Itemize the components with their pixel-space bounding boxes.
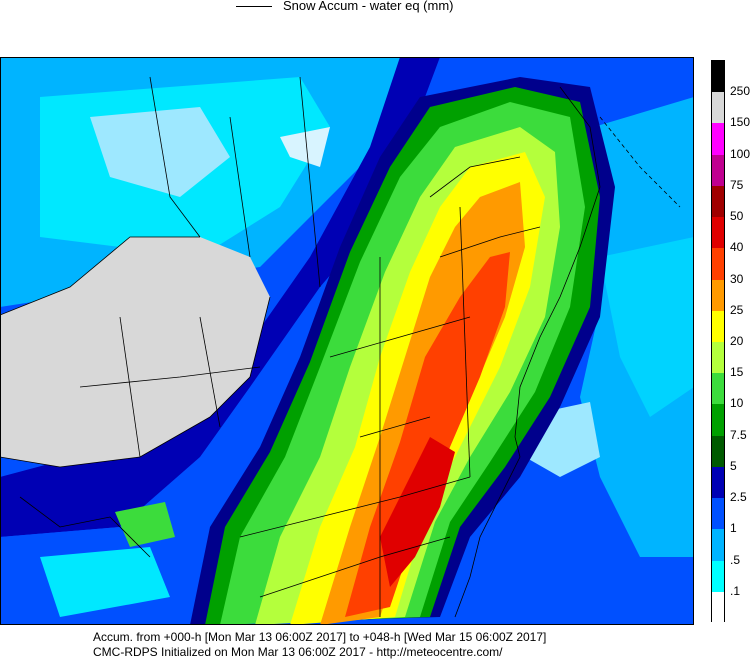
southwest-green-patch: [115, 502, 175, 547]
colorbar-label: 25: [730, 302, 744, 317]
colorbar-label: 20: [730, 334, 744, 348]
colorbar-label: .1: [730, 583, 741, 598]
footer-model-init: CMC-RDPS Initialized on Mon Mar 13 06:00…: [93, 645, 503, 659]
colorbar: [711, 60, 725, 624]
colorbar-label: 30: [730, 271, 744, 286]
colorbar-segment: [712, 373, 724, 405]
colorbar-label: 50: [730, 209, 744, 224]
colorbar-label: 75: [730, 177, 744, 192]
colorbar-label: 5: [730, 458, 737, 473]
colorbar-label: 7.5: [730, 427, 747, 442]
swath-red-core: [380, 437, 455, 587]
colorbar-label: 100: [730, 146, 750, 161]
colorbar-segment: [712, 435, 724, 468]
colorbar-segment: [712, 404, 724, 437]
colorbar-segment: [712, 560, 724, 593]
footer-accumulation-period: Accum. from +000-h [Mon Mar 13 06:00Z 20…: [93, 630, 547, 644]
colorbar-segment: [712, 154, 724, 187]
north-white-patch: [280, 127, 330, 167]
southwest-cyan: [40, 547, 170, 617]
colorbar-label: 1: [730, 521, 737, 536]
colorbar-label: 15: [730, 365, 744, 380]
colorbar-segment: [712, 342, 724, 374]
maritime-boundary: [599, 116, 681, 208]
colorbar-segment: [712, 185, 724, 218]
colorbar-label: 250: [730, 84, 750, 99]
colorbar-label: 40: [730, 240, 744, 255]
colorbar-label: 2.5: [730, 490, 747, 505]
colorbar-segment: [712, 498, 724, 530]
colorbar-segment: [712, 279, 724, 312]
legend-line-sample: [236, 6, 272, 7]
dark-blue-band: [0, 57, 440, 537]
colorbar-segment: [712, 61, 724, 93]
pale-ocean-patch: [600, 237, 694, 417]
colorbar-label: 10: [730, 396, 744, 411]
colorbar-segment: [712, 123, 724, 156]
colorbar-segment: [712, 248, 724, 281]
colorbar-segment: [712, 310, 724, 343]
north-pale-patches: [90, 107, 230, 197]
colorbar-segment: [712, 529, 724, 562]
colorbar-label: 150: [730, 115, 750, 130]
map-title: Snow Accum - water eq (mm): [283, 0, 454, 13]
colorbar-segment: [712, 217, 724, 249]
snow-accumulation-map: [0, 57, 694, 625]
colorbar-segment: [712, 591, 724, 624]
colorbar-segment: [712, 92, 724, 124]
no-snow-area: [0, 237, 270, 467]
colorbar-label: .5: [730, 552, 741, 567]
colorbar-segment: [712, 466, 724, 499]
map-boundaries: [0, 76, 601, 618]
